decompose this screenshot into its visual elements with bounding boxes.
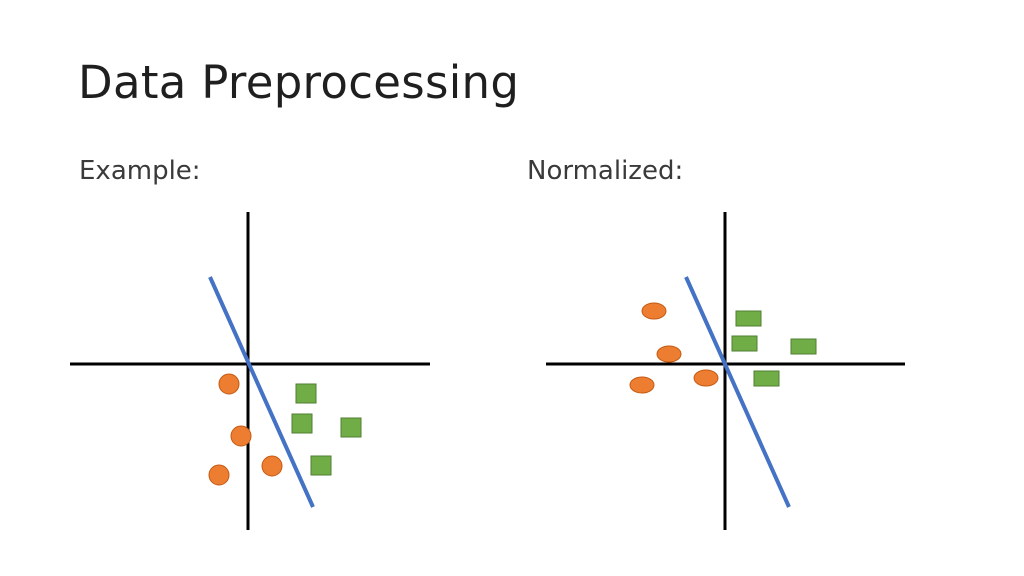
example-class-b-point <box>291 413 313 434</box>
normalized-class-b-point <box>731 335 758 352</box>
normalized-class-a-point <box>693 369 719 387</box>
example-class-a-point <box>261 455 283 477</box>
normalized-class-b-points <box>731 310 817 387</box>
example-class-a-point <box>208 464 230 486</box>
example-class-b-point <box>310 455 332 476</box>
normalized-plot <box>546 212 905 530</box>
normalized-class-a-point <box>629 376 655 394</box>
normalized-class-b-point <box>735 310 762 327</box>
example-decision-boundary <box>208 276 315 508</box>
example-class-a-point <box>230 425 252 447</box>
normalized-class-b-point <box>753 370 780 387</box>
example-class-b-point <box>340 417 362 438</box>
example-class-b-points <box>291 383 362 476</box>
normalized-class-b-point <box>790 338 817 355</box>
normalized-heading: Normalized: <box>527 156 684 186</box>
example-class-b-point <box>295 383 317 404</box>
example-class-a-point <box>218 373 240 395</box>
example-heading: Example: <box>79 156 201 186</box>
normalized-class-a-point <box>641 302 667 320</box>
example-class-a-points <box>208 373 283 486</box>
slide-title: Data Preprocessing <box>78 56 520 109</box>
normalized-decision-boundary <box>684 276 791 508</box>
normalized-class-a-point <box>656 345 682 363</box>
normalized-class-a-points <box>629 302 719 394</box>
example-plot <box>70 212 430 530</box>
